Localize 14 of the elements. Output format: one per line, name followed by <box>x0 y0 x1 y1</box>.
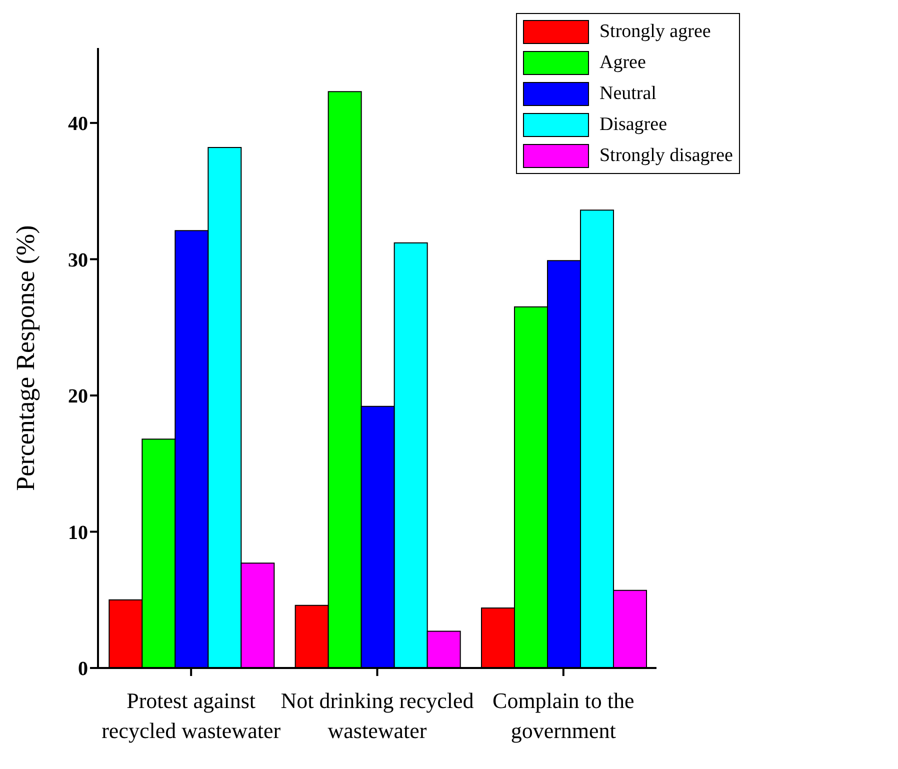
x-tick-label: Not drinking recycled wastewater <box>280 688 474 743</box>
y-tick-label: 30 <box>68 249 88 272</box>
legend-label: Agree <box>599 52 646 74</box>
legend-label: Strongly disagree <box>599 144 733 166</box>
y-axis-title: Percentage Response (%) <box>11 225 40 491</box>
y-tick-label: 40 <box>68 113 88 136</box>
legend-label: Neutral <box>599 82 656 104</box>
x-tick-label: Protest against recycled wastewater <box>102 688 282 743</box>
y-tick-label: 10 <box>68 522 88 544</box>
legend-label: Disagree <box>599 114 668 136</box>
legend-label: Strongly agree <box>599 20 711 42</box>
x-tick-label: Complain to the government <box>492 688 634 743</box>
y-tick-label: 0 <box>78 658 88 680</box>
y-tick-label: 20 <box>68 386 88 408</box>
